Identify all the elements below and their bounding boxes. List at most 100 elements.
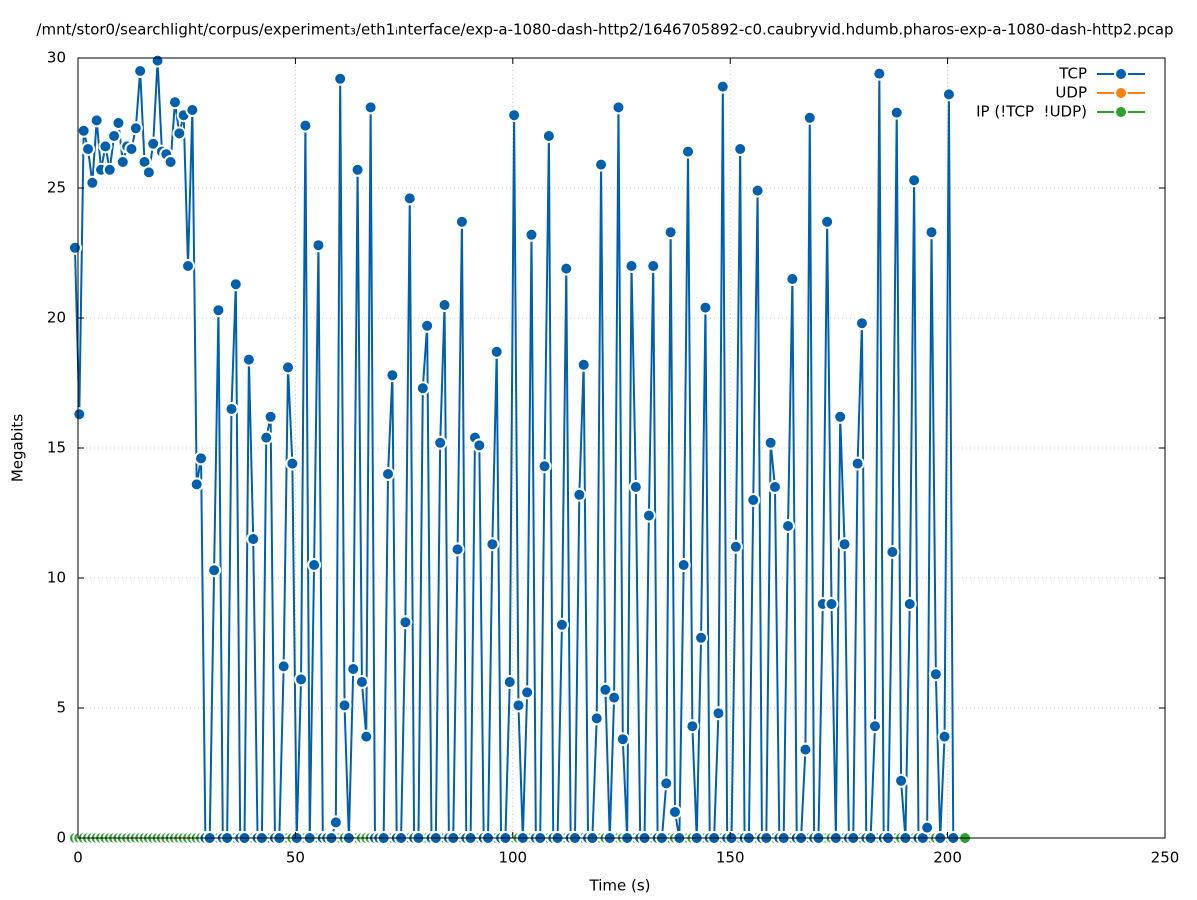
data-point bbox=[228, 277, 243, 292]
data-point bbox=[111, 116, 126, 130]
data-point bbox=[872, 66, 887, 81]
axes: 0 5 10 15 20 25 30 0 50 100 150 200 250 bbox=[47, 49, 1179, 867]
data-point bbox=[885, 545, 900, 559]
data-point bbox=[733, 142, 748, 156]
legend-label: IP (!TCP !UDP) bbox=[976, 103, 1087, 121]
data-point bbox=[502, 675, 517, 689]
data-point bbox=[489, 344, 504, 359]
data-point bbox=[837, 537, 852, 552]
legend-label: TCP bbox=[1058, 65, 1087, 83]
data-point bbox=[594, 157, 609, 172]
data-point bbox=[824, 597, 839, 611]
data-point bbox=[133, 64, 148, 78]
data-point bbox=[820, 214, 835, 229]
x-tick-label: 50 bbox=[286, 849, 305, 867]
data-point bbox=[207, 563, 222, 578]
data-point bbox=[685, 719, 700, 734]
x-tick-label: 250 bbox=[1151, 849, 1180, 867]
data-point bbox=[894, 773, 909, 788]
data-point bbox=[246, 532, 261, 546]
data-point bbox=[785, 272, 800, 286]
data-point bbox=[398, 615, 413, 630]
data-point bbox=[450, 542, 465, 557]
data-point bbox=[676, 558, 691, 572]
data-point bbox=[511, 698, 526, 713]
data-point bbox=[681, 144, 696, 159]
y-tick-label: 20 bbox=[47, 309, 66, 327]
data-point bbox=[611, 100, 626, 115]
data-point bbox=[472, 438, 487, 453]
data-point bbox=[715, 79, 730, 94]
data-point bbox=[728, 539, 743, 554]
data-point bbox=[889, 105, 904, 120]
y-tick-label: 30 bbox=[47, 49, 66, 67]
x-tick-label: 150 bbox=[716, 849, 745, 867]
data-point bbox=[328, 815, 343, 830]
data-point bbox=[285, 456, 300, 471]
data-point bbox=[224, 402, 239, 416]
data-point bbox=[107, 129, 122, 143]
data-point bbox=[850, 456, 865, 471]
data-point bbox=[102, 162, 117, 177]
data-point bbox=[559, 261, 574, 276]
data-point bbox=[924, 225, 939, 240]
data-point bbox=[867, 719, 882, 734]
data-point bbox=[307, 558, 322, 572]
x-axis-label: Time (s) bbox=[589, 877, 651, 895]
data-point bbox=[141, 165, 156, 180]
data-point bbox=[115, 155, 130, 169]
data-point bbox=[937, 729, 952, 744]
data-point bbox=[833, 409, 848, 424]
y-axis-label: Megabits bbox=[9, 414, 27, 482]
data-point bbox=[520, 685, 535, 700]
data-point bbox=[163, 155, 178, 169]
data-point bbox=[524, 227, 539, 242]
data-point bbox=[781, 519, 796, 533]
data-point bbox=[241, 352, 256, 367]
data-point bbox=[350, 162, 365, 177]
data-point bbox=[694, 630, 709, 645]
data-point bbox=[641, 508, 656, 523]
chart-title: /mnt/stor0/searchlight/corpus/experiment… bbox=[36, 21, 1173, 39]
x-tick-label: 200 bbox=[933, 849, 962, 867]
data-point bbox=[359, 729, 374, 744]
x-tick-label: 100 bbox=[498, 849, 527, 867]
data-point bbox=[607, 690, 622, 705]
data-point bbox=[189, 477, 204, 492]
data-point bbox=[537, 459, 552, 474]
data-point bbox=[98, 139, 113, 154]
data-point bbox=[763, 435, 778, 450]
data-point bbox=[346, 662, 361, 676]
data-point bbox=[576, 357, 591, 372]
data-point bbox=[615, 732, 630, 747]
data-point bbox=[259, 430, 274, 445]
data-point bbox=[646, 259, 661, 273]
data-point bbox=[415, 381, 430, 396]
data-point bbox=[667, 805, 682, 819]
data-point bbox=[454, 214, 469, 229]
data-point bbox=[628, 480, 643, 494]
data-point bbox=[194, 451, 209, 466]
data-point bbox=[854, 316, 869, 331]
data-point bbox=[659, 776, 674, 791]
data-point bbox=[598, 682, 613, 697]
data-point bbox=[437, 298, 452, 312]
data-point bbox=[385, 368, 400, 383]
y-tick-label: 5 bbox=[56, 699, 66, 717]
data-point bbox=[363, 100, 378, 115]
data-point bbox=[128, 121, 143, 136]
data-point bbox=[263, 409, 278, 424]
data-point bbox=[402, 191, 417, 206]
data-point bbox=[67, 240, 82, 255]
data-point bbox=[294, 672, 309, 687]
data-point bbox=[750, 183, 765, 198]
y-tick-label: 10 bbox=[47, 569, 66, 587]
y-tick-label: 15 bbox=[47, 439, 66, 457]
legend-marker bbox=[1114, 105, 1128, 119]
data-point bbox=[907, 173, 922, 188]
data-point bbox=[146, 136, 161, 151]
data-point bbox=[663, 225, 678, 240]
data-point bbox=[711, 706, 726, 721]
